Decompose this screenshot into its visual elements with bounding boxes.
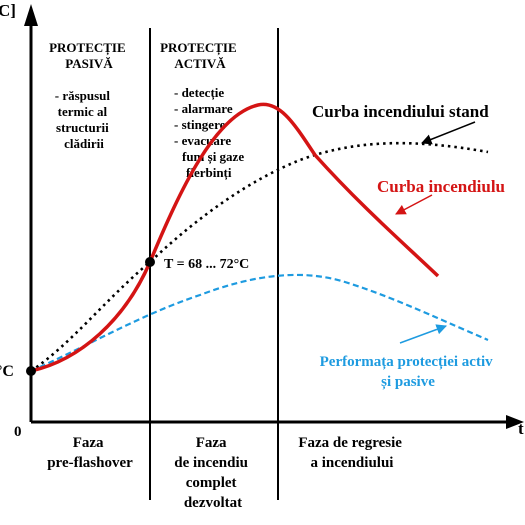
standard-curve-pointer-icon [421, 121, 476, 145]
x-axis-arrow-icon [506, 415, 524, 429]
active-protection-title: PROTECȚIE ACTIVĂ [160, 40, 240, 71]
phase-label-decay: Faza de regresie a incendiului [298, 435, 405, 471]
standard-curve-label: Curba incendiului stand [312, 102, 489, 121]
fire-curve-pointer-icon [395, 194, 433, 215]
passive-protection-items: - răspusul termic al structurii clădirii [55, 88, 114, 151]
fire-curve [30, 102, 440, 373]
passive-protection-title: PROTECȚIE PASIVĂ [49, 40, 129, 71]
y-axis-arrow-icon [24, 4, 38, 26]
ambient-point [26, 366, 36, 376]
origin-label: 0 [14, 424, 22, 440]
y-axis-label: C] [0, 1, 16, 20]
protection-curve-label: Performața protecției activ și pasive [320, 354, 497, 390]
ambient-temperature-label: °C [0, 363, 14, 380]
active-protection-items: - detecție - alarmare - stingere - evacu… [174, 85, 247, 181]
standard-fire-curve [30, 141, 489, 373]
protection-performance-curve [30, 273, 489, 373]
x-axis-label: t [518, 419, 524, 438]
phase-label-pre-flashover: Faza pre-flashover [47, 435, 133, 471]
protection-curve-pointer-icon [399, 324, 447, 344]
fire-curve-label: Curba incendiulu [377, 177, 505, 196]
flashover-point [145, 257, 155, 267]
flashover-temperature-label: T = 68 ... 72°C [164, 257, 249, 272]
phase-label-developed: Faza de incendiu complet dezvoltat [174, 435, 252, 511]
